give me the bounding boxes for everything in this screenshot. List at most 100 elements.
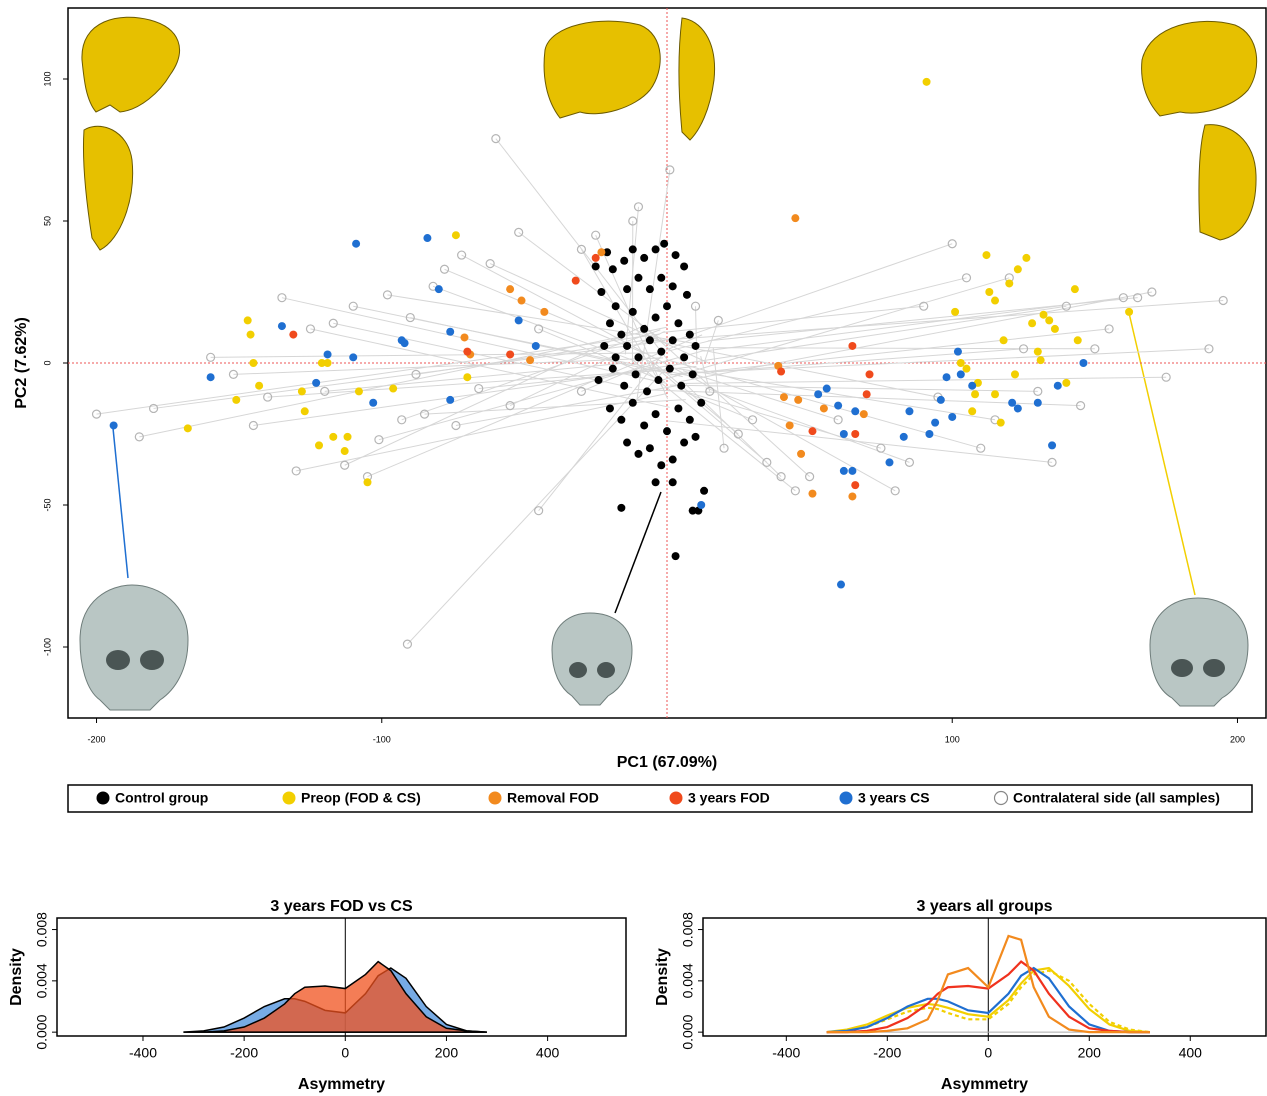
y-tick-label: 0.004 bbox=[680, 963, 696, 998]
data-point bbox=[834, 402, 842, 410]
data-point bbox=[352, 240, 360, 248]
x-axis-label: PC1 (67.09%) bbox=[617, 754, 718, 771]
data-point bbox=[951, 308, 959, 316]
chart-title: 3 years all groups bbox=[916, 898, 1052, 915]
data-point bbox=[349, 353, 357, 361]
x-tick-label: -200 bbox=[230, 1045, 258, 1061]
data-point bbox=[808, 490, 816, 498]
skull-illustrations bbox=[82, 17, 1257, 250]
y-tick-label: 0.004 bbox=[34, 963, 50, 998]
legend-label: Contralateral side (all samples) bbox=[1013, 790, 1220, 806]
connector bbox=[651, 301, 1223, 341]
pointer-line bbox=[1129, 313, 1195, 595]
data-point bbox=[506, 350, 514, 358]
data-point bbox=[697, 399, 705, 407]
data-point bbox=[532, 342, 540, 350]
data-point bbox=[389, 385, 397, 393]
data-point bbox=[652, 314, 660, 322]
data-point bbox=[609, 365, 617, 373]
data-point bbox=[617, 416, 625, 424]
data-point bbox=[289, 331, 297, 339]
data-point bbox=[1034, 348, 1042, 356]
data-point bbox=[997, 419, 1005, 427]
data-point bbox=[646, 444, 654, 452]
data-point bbox=[900, 433, 908, 441]
data-point bbox=[780, 393, 788, 401]
data-point bbox=[672, 552, 680, 560]
data-point bbox=[623, 342, 631, 350]
data-point bbox=[298, 387, 306, 395]
data-point bbox=[634, 450, 642, 458]
legend-label: 3 years FOD bbox=[688, 790, 770, 806]
data-point bbox=[851, 407, 859, 415]
connector bbox=[425, 400, 686, 414]
chart-title: 3 years FOD vs CS bbox=[270, 898, 413, 915]
data-point bbox=[1079, 359, 1087, 367]
connector bbox=[647, 360, 767, 463]
data-point bbox=[937, 396, 945, 404]
data-point bbox=[355, 387, 363, 395]
data-point bbox=[629, 245, 637, 253]
data-point bbox=[697, 501, 705, 509]
connector bbox=[668, 421, 1052, 462]
data-point bbox=[620, 382, 628, 390]
data-point bbox=[669, 282, 677, 290]
data-point bbox=[683, 291, 691, 299]
y-tick-label: -50 bbox=[42, 498, 52, 511]
y-tick-label: 0.000 bbox=[680, 1014, 696, 1049]
y-tick-label: 100 bbox=[42, 71, 52, 86]
legend-label: Preop (FOD & CS) bbox=[301, 790, 421, 806]
data-point bbox=[680, 353, 688, 361]
page: {"chart_data": [ {"type": "scatter", "x_… bbox=[0, 0, 1267, 1096]
data-point bbox=[1071, 285, 1079, 293]
chart-density: 3 years all groupsAsymmetryDensity-400-2… bbox=[654, 898, 1266, 1093]
data-point bbox=[794, 396, 802, 404]
data-point bbox=[968, 382, 976, 390]
data-point bbox=[617, 504, 625, 512]
data-point bbox=[1045, 316, 1053, 324]
data-point bbox=[1014, 404, 1022, 412]
data-point bbox=[1040, 311, 1048, 319]
data-point bbox=[643, 387, 651, 395]
data-point bbox=[617, 331, 625, 339]
connector bbox=[696, 348, 1095, 349]
legend-label: Removal FOD bbox=[507, 790, 599, 806]
data-point bbox=[948, 413, 956, 421]
data-point bbox=[905, 407, 913, 415]
data-point bbox=[680, 262, 688, 270]
skull-gray bbox=[1150, 598, 1248, 706]
x-axis-label: Asymmetry bbox=[298, 1076, 385, 1093]
data-point bbox=[777, 368, 785, 376]
pointer-line bbox=[113, 428, 128, 578]
data-point bbox=[660, 240, 668, 248]
data-point bbox=[620, 257, 628, 265]
legend-label: 3 years CS bbox=[858, 790, 930, 806]
data-point bbox=[401, 339, 409, 347]
data-point bbox=[666, 365, 674, 373]
data-point bbox=[640, 325, 648, 333]
data-point bbox=[652, 245, 660, 253]
x-tick-label: -400 bbox=[772, 1045, 800, 1061]
data-point bbox=[324, 359, 332, 367]
skull-gray bbox=[552, 613, 632, 705]
data-point bbox=[680, 439, 688, 447]
y-tick-label: -100 bbox=[42, 638, 52, 656]
connector bbox=[379, 350, 705, 439]
data-point bbox=[460, 333, 468, 341]
legend-label: Control group bbox=[115, 790, 208, 806]
figure: PC1 (67.09%)PC2 (7.62%)-200-100100200-10… bbox=[0, 0, 1267, 1096]
data-point bbox=[991, 297, 999, 305]
x-tick-label: -100 bbox=[373, 734, 391, 744]
data-point bbox=[632, 370, 640, 378]
data-point bbox=[423, 234, 431, 242]
connector bbox=[233, 358, 663, 374]
data-point bbox=[657, 274, 665, 282]
data-point bbox=[600, 342, 608, 350]
data-point bbox=[344, 433, 352, 441]
data-point bbox=[1005, 279, 1013, 287]
legend-marker bbox=[489, 792, 502, 805]
skull-yellow bbox=[83, 126, 132, 250]
data-point bbox=[814, 390, 822, 398]
data-point bbox=[692, 433, 700, 441]
data-point bbox=[654, 376, 662, 384]
